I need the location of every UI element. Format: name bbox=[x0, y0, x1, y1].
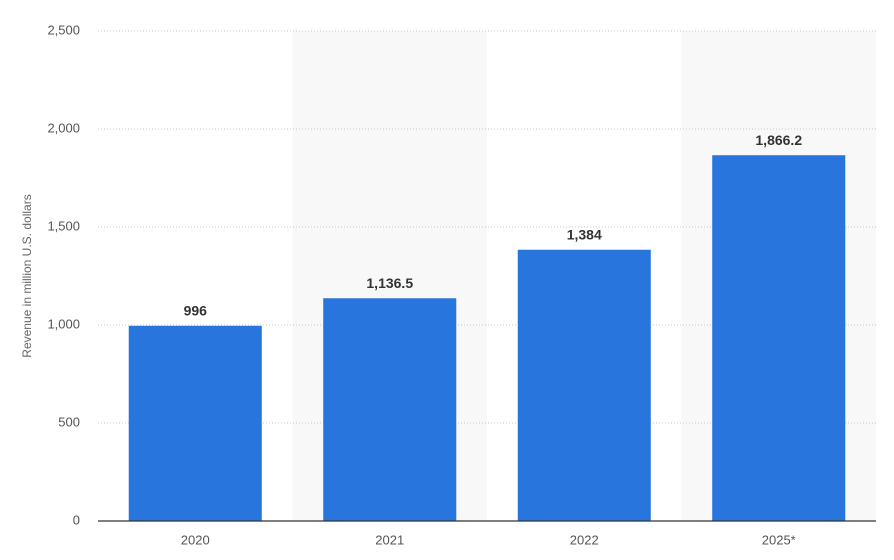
x-tick-label: 2022 bbox=[570, 532, 599, 547]
x-tick-label: 2025* bbox=[762, 532, 796, 547]
data-label: 1,866.2 bbox=[755, 132, 802, 148]
bar bbox=[323, 298, 457, 521]
y-axis-label: Revenue in million U.S. dollars bbox=[20, 194, 34, 357]
y-tick-label: 1,500 bbox=[47, 218, 80, 233]
data-label: 1,136.5 bbox=[366, 275, 413, 291]
data-label: 996 bbox=[184, 302, 208, 318]
y-tick-label: 500 bbox=[58, 414, 80, 429]
y-tick-label: 1,000 bbox=[47, 316, 80, 331]
x-tick-label: 2021 bbox=[375, 532, 404, 547]
data-label: 1,384 bbox=[567, 226, 602, 242]
bar bbox=[712, 155, 846, 521]
bar bbox=[128, 325, 262, 521]
x-tick-label: 2020 bbox=[181, 532, 210, 547]
y-tick-label: 2,000 bbox=[47, 120, 80, 135]
bar bbox=[517, 249, 651, 521]
y-tick-label: 0 bbox=[73, 512, 80, 527]
y-tick-label: 2,500 bbox=[47, 22, 80, 37]
